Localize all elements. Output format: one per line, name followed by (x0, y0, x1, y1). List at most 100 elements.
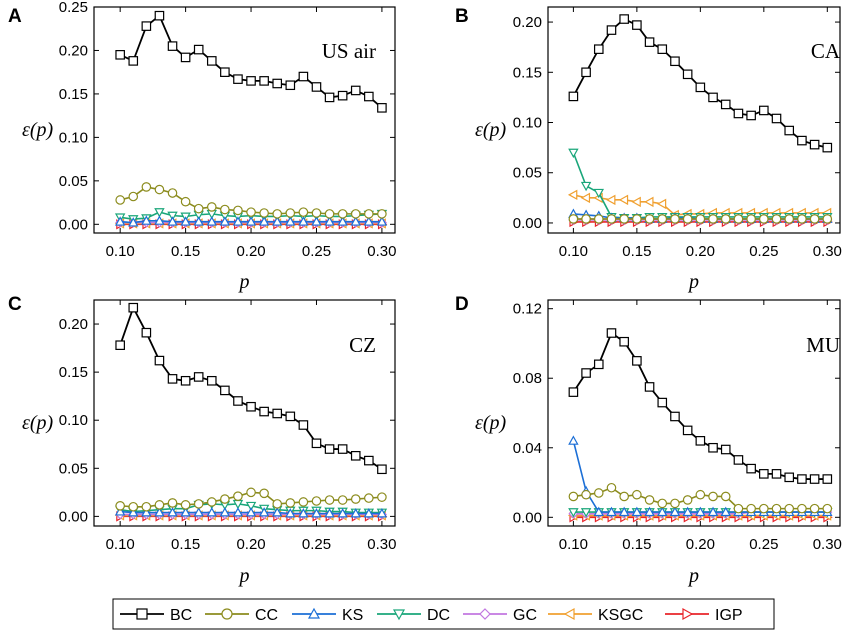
data-point (771, 113, 782, 124)
legend-entry-IGP: IGP (665, 607, 743, 624)
data-point (220, 67, 230, 77)
data-point (720, 214, 731, 224)
x-tick-label: 0.10 (559, 243, 588, 260)
legend-marker (392, 609, 406, 621)
data-point (682, 69, 693, 80)
legend-label: KS (342, 607, 363, 624)
data-point (657, 44, 668, 54)
data-point (618, 506, 630, 517)
data-point (193, 372, 204, 382)
y-tick-label: 0.00 (513, 215, 542, 232)
data-point (285, 411, 296, 422)
legend-label: BC (170, 607, 192, 624)
plot-frame (93, 299, 396, 527)
data-point (259, 488, 269, 499)
y-tick-label: 0.20 (59, 316, 88, 333)
y-tick-label: 0.25 (59, 0, 88, 16)
plot-frame (547, 6, 841, 234)
y-tick-label: 0.04 (513, 440, 542, 457)
data-point (733, 503, 744, 514)
x-tick-label: 0.15 (171, 536, 200, 553)
data-point (364, 91, 374, 102)
data-point (272, 499, 283, 509)
data-point (784, 472, 795, 483)
data-point (128, 56, 139, 66)
series-CC (115, 487, 387, 512)
data-point (272, 209, 283, 219)
data-point (746, 463, 756, 474)
panel-letter: C (8, 294, 22, 315)
data-point (128, 507, 139, 517)
data-point (311, 82, 322, 92)
data-point (580, 192, 591, 204)
data-point (644, 196, 654, 208)
y-axis-label: ε(p) (22, 119, 54, 141)
data-point (167, 211, 178, 222)
data-point (193, 499, 204, 509)
data-point (759, 214, 769, 224)
data-point (670, 56, 680, 67)
x-tick-label: 0.20 (236, 536, 265, 553)
data-point (180, 500, 191, 510)
data-point (259, 406, 269, 417)
data-point (206, 56, 217, 66)
series-KS (114, 506, 388, 518)
data-point (720, 444, 731, 455)
y-tick-label: 0.00 (59, 216, 88, 233)
data-point (193, 216, 204, 226)
x-tick-label: 0.15 (622, 536, 651, 553)
data-point (771, 214, 782, 224)
data-point (180, 52, 191, 63)
data-point (593, 214, 604, 224)
x-tick-label: 0.10 (106, 243, 135, 260)
data-point (759, 105, 769, 116)
data-point (285, 80, 296, 91)
data-point (797, 135, 807, 146)
data-point (618, 194, 629, 206)
data-point (568, 491, 579, 502)
data-point (206, 216, 218, 226)
panel-C: 0.10 0.15 0.20 0.25 0.30 0.00 0.05 0.10 0.15 0.20… (8, 294, 397, 587)
data-point (682, 425, 693, 436)
data-point (285, 216, 296, 226)
data-point (298, 497, 309, 507)
data-point (337, 90, 348, 101)
data-point (784, 125, 795, 136)
data-point (567, 189, 578, 201)
data-point (220, 385, 230, 396)
data-point (657, 506, 668, 517)
data-point (258, 216, 270, 226)
data-point (644, 506, 655, 517)
data-point (695, 436, 706, 446)
x-tick-label: 0.30 (813, 243, 842, 260)
data-point (606, 214, 617, 224)
x-tick-label: 0.25 (302, 536, 331, 553)
series-KS (114, 215, 388, 227)
legend-entry-GC: GC (463, 607, 537, 624)
data-point (682, 214, 693, 224)
data-point (180, 196, 191, 207)
legend: BC CC KS DC GC KSGC IGP (112, 598, 775, 630)
series-line (572, 331, 828, 480)
series-line (572, 152, 828, 219)
data-point (364, 455, 374, 466)
data-point (593, 488, 604, 498)
legend-marker (136, 608, 148, 620)
y-tick-label: 0.08 (513, 370, 542, 387)
data-point (619, 491, 629, 502)
legend-label: DC (427, 607, 450, 624)
data-point (141, 507, 152, 517)
data-point (285, 498, 296, 508)
data-point (632, 214, 642, 224)
x-axis-label: p (687, 271, 699, 293)
data-point (822, 214, 833, 224)
y-tick-label: 0.15 (59, 364, 88, 381)
data-point (167, 188, 178, 198)
y-tick-label: 0.10 (59, 129, 88, 146)
data-point (606, 506, 617, 517)
data-point (337, 209, 348, 219)
data-point (822, 503, 833, 514)
data-point (593, 506, 605, 517)
data-point (141, 215, 152, 225)
